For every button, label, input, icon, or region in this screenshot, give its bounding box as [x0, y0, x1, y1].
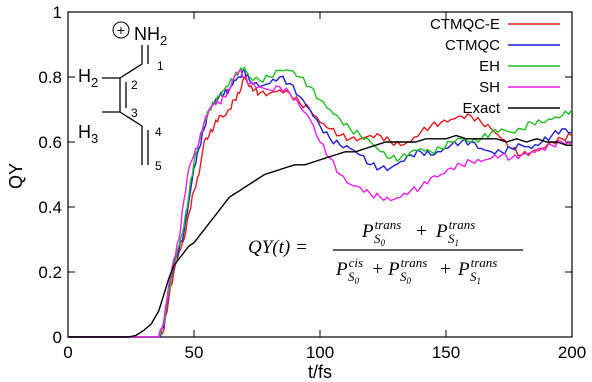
atom-number-2: 2 [131, 78, 138, 92]
legend: CTMQC-E CTMQC EH SH Exact [430, 16, 560, 117]
x-tick-label: 0 [63, 343, 72, 362]
den-plus-2: + [439, 259, 452, 280]
den-plus-1: + [371, 259, 384, 280]
formula-denominator: Pcis S0 + Ptrans S0 + Ptrans S1 [335, 255, 497, 286]
formula-numerator: Ptrans S0 + Ptrans S1 [361, 217, 475, 248]
legend-label: Exact [462, 100, 500, 117]
x-tick-label: 150 [432, 343, 460, 362]
y-tick-label: 0.8 [38, 68, 62, 87]
num-term-1: Ptrans [361, 217, 401, 242]
series-line-ctmqc [68, 69, 573, 338]
x-axis-label: t/fs [308, 362, 332, 382]
h2-label: H2 [78, 66, 98, 90]
atom-number-3: 3 [131, 106, 138, 120]
den-term-2: Ptrans [387, 255, 427, 280]
formula-lhs: QY(t) = [248, 237, 308, 258]
series-line-sh [68, 69, 573, 338]
y-tick-label: 0.4 [38, 198, 62, 217]
x-axis-ticks: 0 50 100 150 200 [63, 12, 586, 362]
y-tick-label: 0.6 [38, 133, 62, 152]
y-tick-label: 1 [53, 3, 62, 22]
h3-label: H3 [78, 122, 98, 146]
num-plus: + [415, 221, 428, 242]
den-term-1: Pcis [335, 255, 363, 280]
atom-number-4: 4 [155, 125, 162, 139]
molecule-structure: + NH2 H2 H3 1 2 3 4 5 [78, 21, 167, 173]
y-axis-ticks: 0 0.2 0.4 0.6 0.8 1 [38, 3, 572, 347]
atom-number-5: 5 [155, 159, 162, 173]
series-line-exact [68, 134, 572, 338]
den-term-2-sub: S0 [400, 269, 412, 286]
num-term-2: Ptrans [435, 217, 475, 242]
bond-c3-c4 [119, 111, 143, 127]
legend-label: CTMQC-E [430, 16, 500, 33]
nh2-label: NH2 [134, 24, 167, 48]
charge-symbol: + [117, 22, 125, 38]
den-term-3: Ptrans [457, 255, 497, 280]
x-tick-label: 200 [558, 343, 586, 362]
x-tick-label: 100 [306, 343, 334, 362]
qy-formula: QY(t) = Ptrans S0 + Ptrans S1 Pcis S0 + … [248, 217, 523, 286]
positive-charge-icon [112, 21, 130, 39]
den-term-3-sub: S1 [470, 269, 481, 286]
den-term-1-sub: S0 [348, 269, 360, 286]
series-layer [68, 66, 573, 338]
legend-label: SH [479, 79, 500, 96]
y-axis-label: QY [6, 163, 26, 189]
legend-label: EH [479, 58, 500, 75]
bond-c1-c2 [119, 63, 143, 79]
legend-label: CTMQC [445, 37, 500, 54]
num-term-1-sub: S0 [374, 231, 386, 248]
x-tick-label: 50 [185, 343, 204, 362]
y-tick-label: 0.2 [38, 263, 62, 282]
num-term-2-sub: S1 [448, 231, 459, 248]
atom-number-1: 1 [157, 59, 164, 73]
y-tick-label: 0 [53, 328, 62, 347]
